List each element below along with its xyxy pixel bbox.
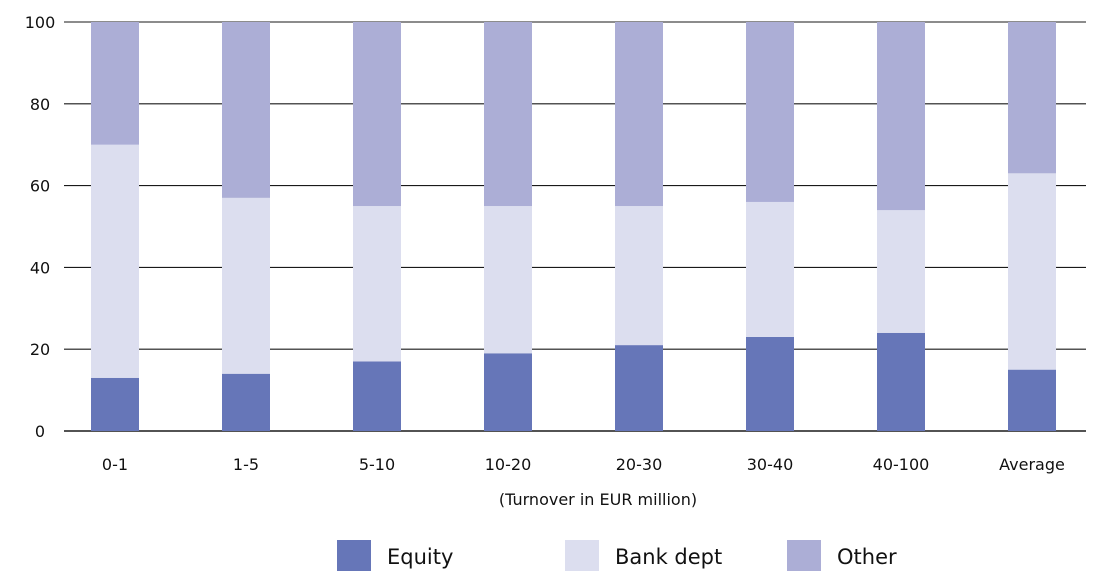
legend-label: Bank dept	[615, 545, 722, 569]
y-tick-label: 60	[30, 177, 50, 196]
legend-swatch	[787, 540, 821, 571]
legend-swatch	[565, 540, 599, 571]
bar-segment-equity	[484, 353, 532, 431]
y-tick-label: 80	[30, 95, 50, 114]
x-tick-label: 30-40	[747, 455, 794, 474]
bar-segment-equity	[615, 345, 663, 431]
bar-segment-other	[91, 22, 139, 145]
bar-segment-bank-dept	[615, 206, 663, 346]
bar-segment-bank-dept	[353, 206, 401, 362]
x-axis-ticks: 0-1 1-5 5-10 10-20 20-30 30-40 40-100 Average	[102, 455, 1065, 474]
bar-segment-bank-dept	[484, 206, 532, 354]
legend: Equity Bank dept Other	[337, 540, 897, 571]
x-tick-label: 0-1	[102, 455, 128, 474]
bar-segment-bank-dept	[877, 210, 925, 333]
x-tick-label: 20-30	[616, 455, 663, 474]
bar-segment-equity	[91, 377, 139, 431]
bar-segment-other	[746, 22, 794, 202]
bar-segment-equity	[222, 373, 270, 431]
bar-segment-bank-dept	[746, 201, 794, 337]
y-tick-label: 0	[35, 422, 45, 441]
y-tick-label: 20	[30, 340, 50, 359]
bar-segment-other	[877, 22, 925, 211]
bar-segment-other	[353, 22, 401, 207]
bar-segment-other	[1008, 22, 1056, 174]
y-tick-label: 40	[30, 258, 50, 277]
bar-segment-bank-dept	[1008, 173, 1056, 370]
bar-segment-equity	[353, 361, 401, 431]
bars	[91, 22, 1056, 431]
y-axis-ticks: 0 20 40 60 80 100	[25, 13, 56, 441]
y-tick-label: 100	[25, 13, 56, 32]
bar-segment-other	[484, 22, 532, 207]
bar-segment-equity	[877, 332, 925, 431]
x-tick-label: 1-5	[233, 455, 259, 474]
bar-segment-equity	[746, 336, 794, 431]
bar-segment-other	[615, 22, 663, 207]
bar-segment-bank-dept	[91, 144, 139, 378]
x-tick-label: 40-100	[873, 455, 930, 474]
legend-label: Equity	[387, 545, 453, 569]
x-tick-label: 5-10	[359, 455, 395, 474]
bar-segment-other	[222, 22, 270, 198]
legend-label: Other	[837, 545, 897, 569]
x-tick-label: Average	[999, 455, 1065, 474]
bar-segment-equity	[1008, 369, 1056, 431]
legend-swatch	[337, 540, 371, 571]
x-axis-label: (Turnover in EUR million)	[499, 490, 697, 509]
bar-segment-bank-dept	[222, 197, 270, 374]
gridlines	[64, 21, 1086, 432]
x-tick-label: 10-20	[485, 455, 532, 474]
